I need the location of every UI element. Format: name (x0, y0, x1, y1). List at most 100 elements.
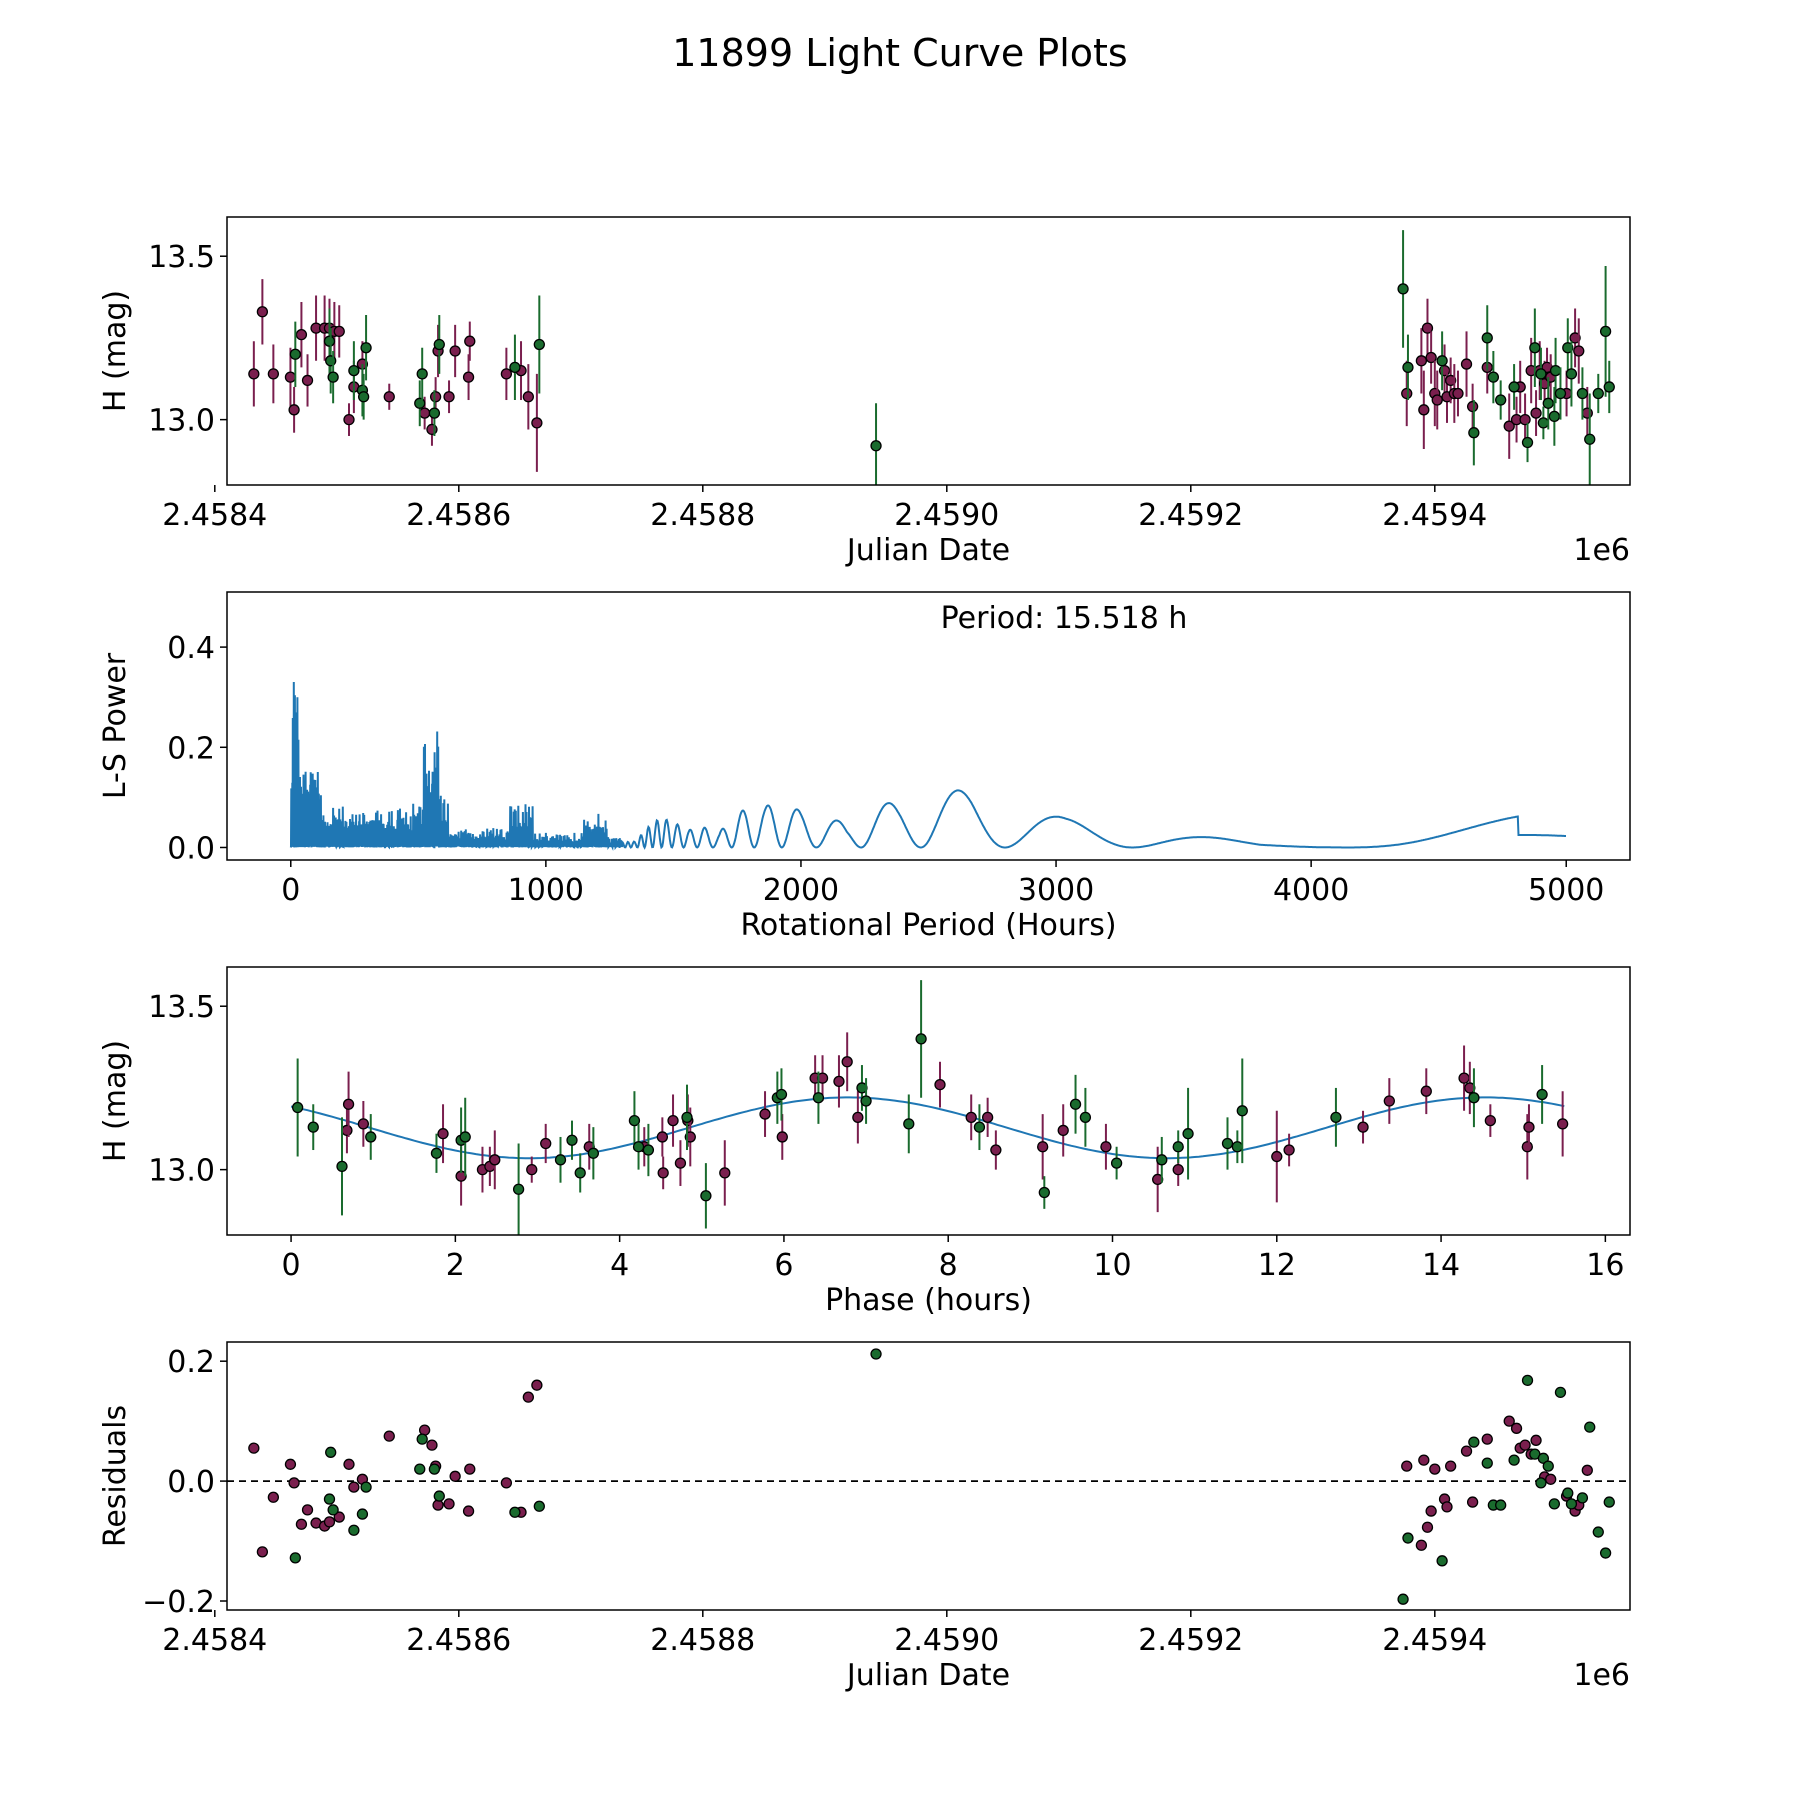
residuals-data-point (533, 1500, 545, 1512)
residuals-xtick-label: 2.4594 (1382, 1623, 1487, 1658)
lightcurve-data-point (449, 345, 461, 357)
lightcurve-data-point (1460, 358, 1473, 370)
residuals-series-series_a (248, 1379, 1593, 1558)
phased-data-point (990, 1144, 1002, 1156)
phased-ylabel: H (mag) (98, 1040, 133, 1162)
lightcurve-data-point (443, 391, 455, 403)
lightcurve-data-point (531, 417, 543, 429)
residuals-data-point (360, 1481, 372, 1493)
periodogram-axes-frame (226, 591, 1631, 861)
phased-data-point (1523, 1121, 1535, 1133)
lightcurve-data-point (295, 329, 308, 341)
residuals-data-point (1548, 1498, 1561, 1510)
phased-data-point (1283, 1144, 1295, 1156)
phased-data-point (1156, 1154, 1168, 1166)
residuals-data-point (348, 1481, 360, 1493)
phased-data-point (812, 1092, 825, 1104)
lightcurve-data-point (1436, 355, 1448, 367)
phased-data-point (667, 1114, 679, 1127)
residuals-data-point (301, 1504, 314, 1516)
chart-panels: 2.4584 2.4586 2.4588 2.4590 2.4592 2.4594 13.0… (98, 216, 1631, 1693)
residuals-ytick-label: 0.0 (167, 1465, 215, 1500)
residuals-data-point (1436, 1555, 1448, 1567)
lightcurve-data-point (1576, 387, 1589, 400)
phased-axes-frame (226, 966, 1631, 1236)
residuals-xtick-label: 2.4590 (894, 1623, 999, 1658)
residuals-data-point (428, 1463, 441, 1475)
phased-data-point (1330, 1111, 1342, 1123)
lightcurve-data-point (414, 397, 426, 409)
residuals-data-point (1508, 1454, 1520, 1466)
lightcurve-data-point (288, 404, 300, 416)
lightcurve-data-point (383, 391, 395, 403)
lightcurve-data-point (1438, 364, 1451, 377)
residuals-data-point (323, 1516, 336, 1528)
lightcurve-data-point (256, 306, 269, 318)
residuals-data-point (1425, 1505, 1437, 1517)
lightcurve-xtick-label: 2.4594 (1382, 498, 1487, 533)
residuals-data-point (443, 1498, 455, 1510)
phased-data-point (566, 1134, 578, 1146)
residuals-data-point (323, 1493, 336, 1505)
lightcurve-data-point (343, 413, 355, 426)
phased-xtick-label: 16 (1586, 1248, 1624, 1283)
residuals-data-point (1441, 1501, 1453, 1513)
phased-series-series_b (291, 980, 1548, 1235)
lightcurve-data-point (522, 391, 534, 403)
phased-data-point (776, 1131, 788, 1143)
phased-data-point (934, 1079, 946, 1091)
residuals-data-point (1495, 1499, 1507, 1511)
lightcurve-data-point (1468, 427, 1480, 439)
residuals-data-point (1603, 1496, 1615, 1508)
figure-title: 11899 Light Curve Plots (672, 31, 1127, 75)
phased-data-point (587, 1147, 600, 1159)
lightcurve-xtick-label: 2.4588 (650, 498, 755, 533)
phased-data-point (307, 1121, 319, 1133)
lightcurve-data-point (1495, 394, 1507, 406)
phased-data-point (342, 1098, 355, 1110)
phased-xtick-label: 10 (1093, 1248, 1131, 1283)
residuals-data-point (500, 1477, 513, 1489)
lightcurve-data-point (357, 391, 370, 403)
residuals-data-point (1581, 1464, 1593, 1476)
phased-xtick-label: 8 (939, 1248, 958, 1283)
residuals-data-point (1401, 1460, 1413, 1472)
residuals-data-point (1418, 1454, 1430, 1466)
period-annotation: Period: 15.518 h (941, 601, 1188, 636)
residuals-data-point (416, 1433, 428, 1445)
lightcurve-x-offset-label: 1e6 (1573, 533, 1630, 568)
residuals-data-point (288, 1477, 300, 1489)
phased-data-point (512, 1183, 525, 1195)
phased-data-point (1110, 1157, 1123, 1169)
phased-ytick-label: 13.0 (148, 1154, 215, 1189)
residuals-data-point (531, 1379, 543, 1391)
lightcurve-data-point (462, 371, 475, 383)
residuals-data-point (1397, 1593, 1409, 1605)
lightcurve-data-point (1397, 283, 1409, 295)
phased-data-point (574, 1167, 586, 1179)
lightcurve-data-point (1481, 332, 1493, 344)
residuals-xtick-label: 2.4586 (406, 1623, 511, 1658)
periodogram-ytick-label: 0.2 (167, 731, 215, 766)
lightcurve-data-point (289, 348, 301, 360)
phased-data-point (291, 1101, 304, 1114)
phased-data-point (357, 1118, 370, 1130)
periodogram-ylabel: L-S Power (98, 652, 133, 799)
phased-data-point (1271, 1150, 1283, 1163)
residuals-data-point (356, 1508, 369, 1520)
phased-ytick-label: 13.5 (148, 990, 215, 1025)
residuals-data-point (1565, 1498, 1578, 1510)
residuals-data-point (1545, 1473, 1557, 1485)
lightcurve-data-point (248, 368, 260, 380)
phased-series-series_a (341, 1032, 1569, 1213)
residuals-x-offset-label: 1e6 (1573, 1658, 1630, 1693)
phased-data-point (1420, 1085, 1432, 1097)
lightcurve-data-point (1569, 332, 1581, 344)
phased-data-point (365, 1131, 377, 1143)
residuals-data-point (433, 1490, 445, 1502)
phased-data-point (852, 1111, 864, 1123)
lightcurve-data-point (1535, 368, 1547, 380)
lightcurve-data-point (428, 407, 441, 419)
residuals-data-point (383, 1430, 395, 1442)
